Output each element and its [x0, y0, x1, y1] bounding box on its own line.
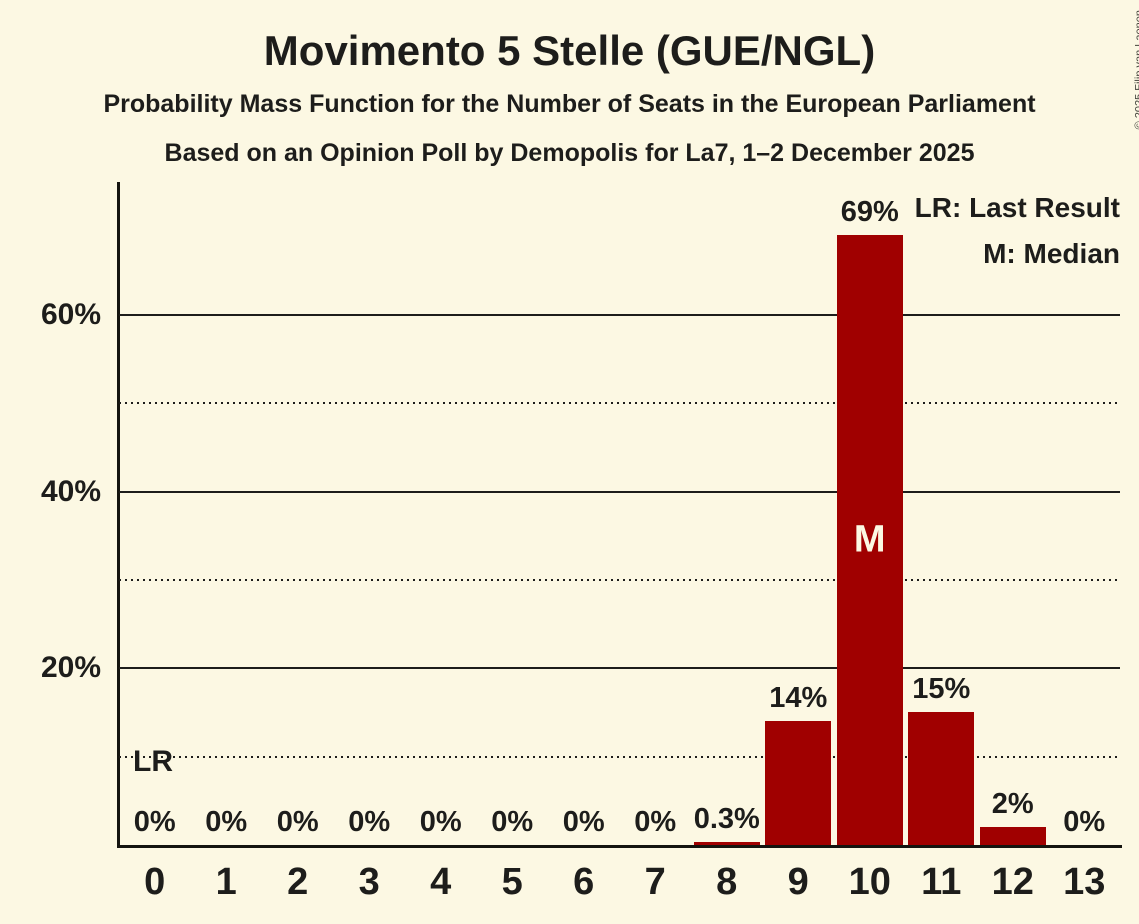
chart-poll-source: Based on an Opinion Poll by Demopolis fo…: [164, 139, 975, 167]
bar-value-label-seat-11: 15%: [912, 673, 971, 706]
bar-value-label-seat-5: 0%: [491, 806, 534, 838]
legend-last-result: LR: Last Result: [914, 192, 1120, 223]
x-axis-line: [117, 845, 1122, 848]
bar-seat-9: [765, 721, 832, 845]
y-axis-line: [117, 182, 120, 848]
last-result-label: LR: [133, 745, 173, 778]
x-tick-label-seat-4: 4: [430, 861, 452, 903]
legend: LR: Last Result M: Median: [915, 185, 1120, 277]
bar-seat-11: [908, 712, 975, 845]
major-gridline-60pct: [119, 313, 1120, 316]
bar-value-label-seat-1: 0%: [205, 806, 248, 838]
bar-value-label-seat-4: 0%: [419, 806, 462, 838]
x-tick-label-seat-13: 13: [1063, 861, 1106, 903]
bar-seat-12: [979, 827, 1046, 845]
bar-value-label-seat-0: 0%: [133, 806, 176, 838]
x-tick-label-seat-10: 10: [848, 861, 891, 903]
x-tick-label-seat-8: 8: [716, 861, 738, 903]
bar-value-label-seat-9: 14%: [769, 682, 828, 715]
chart-subtitle: Probability Mass Function for the Number…: [103, 90, 1036, 118]
minor-gridline-10pct: [119, 755, 1120, 758]
bar-value-label-seat-7: 0%: [634, 806, 677, 838]
bar-seat-8: [693, 842, 760, 845]
major-gridline-20pct: [119, 667, 1120, 670]
x-tick-label-seat-12: 12: [991, 861, 1034, 903]
x-tick-label-seat-11: 11: [921, 861, 962, 903]
minor-gridline-50pct: [119, 402, 1120, 405]
bar-value-label-seat-12: 2%: [991, 788, 1034, 821]
plot-area: LR 20% 40% 60% 0% 0 0% 1 0% 2 0% 3 0% 4 0% 5 0% 6 0% 7 0.3%…: [41, 182, 1122, 901]
y-tick-label-20pct: 20%: [40, 651, 101, 685]
x-tick-label-seat-5: 5: [501, 861, 523, 903]
x-tick-label-seat-9: 9: [787, 861, 809, 903]
x-tick-label-seat-1: 1: [215, 861, 237, 903]
x-tick-label-seat-3: 3: [358, 861, 380, 903]
bar-value-label-seat-13: 0%: [1063, 806, 1106, 838]
x-tick-label-seat-2: 2: [287, 861, 309, 903]
major-gridline-40pct: [119, 490, 1120, 493]
bar-value-label-seat-8: 0.3%: [693, 803, 760, 836]
y-tick-label-40pct: 40%: [40, 474, 101, 508]
bar-value-label-seat-2: 0%: [276, 806, 319, 838]
x-tick-label-seat-6: 6: [573, 861, 595, 903]
y-tick-label-60pct: 60%: [40, 297, 101, 331]
median-marker: M: [853, 518, 886, 561]
bar-seat-10: M: [836, 235, 903, 845]
bar-value-label-seat-10: 69%: [840, 196, 899, 229]
x-tick-label-seat-7: 7: [644, 861, 666, 903]
chart-title: Movimento 5 Stelle (GUE/NGL): [263, 27, 876, 74]
minor-gridline-30pct: [119, 578, 1120, 581]
bar-value-label-seat-3: 0%: [348, 806, 391, 838]
bar-value-label-seat-6: 0%: [562, 806, 605, 838]
x-tick-label-seat-0: 0: [144, 861, 166, 903]
legend-median: M: Median: [983, 238, 1120, 269]
